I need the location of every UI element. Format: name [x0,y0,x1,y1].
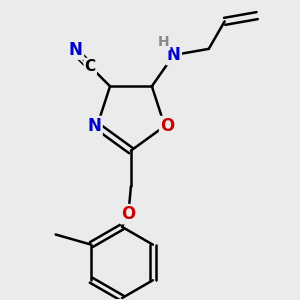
Text: C: C [85,59,96,74]
Text: N: N [69,40,83,58]
Text: N: N [167,46,181,64]
Text: H: H [158,35,170,49]
Text: O: O [121,205,136,223]
Text: O: O [160,117,174,135]
Text: N: N [88,117,101,135]
